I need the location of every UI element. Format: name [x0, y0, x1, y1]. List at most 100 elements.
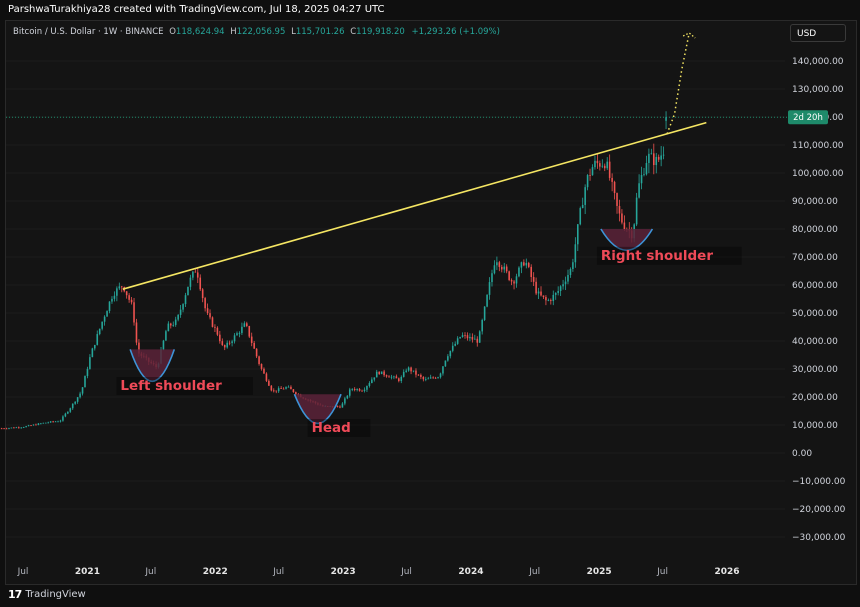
- candle-body: [246, 323, 248, 327]
- candle-body: [84, 376, 86, 388]
- projection-path: [666, 32, 690, 135]
- y-tick-label: −20,000.00: [792, 505, 846, 515]
- candle-body: [623, 222, 626, 230]
- candle-body: [621, 213, 623, 223]
- candle-body: [287, 386, 290, 388]
- candle-body: [74, 401, 76, 404]
- low-value: 115,701.26: [295, 27, 345, 37]
- candle-body: [35, 424, 37, 426]
- candle-body: [402, 371, 405, 377]
- candle-body: [89, 357, 91, 369]
- candle-body: [135, 322, 138, 343]
- y-tick-label: −30,000.00: [792, 533, 846, 543]
- symbol-name[interactable]: Bitcoin / U.S. Dollar · 1W · BINANCE: [13, 27, 164, 37]
- x-tick-label: Jul: [17, 567, 29, 577]
- candle-body: [559, 286, 562, 291]
- candle-body: [103, 316, 106, 322]
- candle-body: [461, 335, 464, 337]
- candle-body: [395, 376, 398, 379]
- candle-body: [510, 280, 513, 282]
- candle-body: [263, 368, 265, 374]
- annotation-label-bg: [116, 377, 253, 395]
- candle-body: [268, 380, 270, 386]
- candle-body: [37, 423, 40, 425]
- neckline-trendline: [122, 121, 707, 290]
- chart-panel[interactable]: [5, 20, 857, 585]
- candle-body: [226, 342, 228, 348]
- high-label: H: [230, 27, 237, 37]
- candle-body: [275, 390, 278, 392]
- candle-body: [221, 341, 224, 346]
- candle-body: [638, 183, 640, 198]
- candle-body: [407, 367, 410, 371]
- candle-body: [243, 323, 246, 327]
- tradingview-brand: TradingView: [25, 589, 86, 600]
- candle-body: [608, 161, 611, 178]
- candle-body: [434, 377, 437, 379]
- y-tick-label: 80,000.00: [792, 225, 838, 235]
- candle-body: [537, 291, 540, 294]
- candle-body: [353, 389, 356, 390]
- candle-body: [44, 422, 47, 424]
- candle-body: [64, 413, 67, 417]
- candle-body: [503, 266, 506, 270]
- x-tick-label: 2021: [75, 567, 100, 577]
- candle-body: [111, 298, 113, 302]
- candle-body: [474, 338, 476, 340]
- candle-body: [442, 366, 444, 374]
- tradingview-logo[interactable]: 17 TradingView: [8, 588, 86, 601]
- candle-body: [527, 262, 530, 267]
- candle-body: [444, 360, 447, 367]
- candle-body: [94, 344, 96, 349]
- candle-body: [596, 160, 599, 164]
- candle-body: [270, 385, 273, 391]
- x-tick-label: 2024: [458, 567, 483, 577]
- candle-body: [238, 332, 241, 334]
- candle-body: [643, 174, 645, 176]
- candle-body: [344, 398, 346, 404]
- candle-body: [113, 295, 116, 299]
- y-tick-label: 0.00: [792, 449, 812, 459]
- y-tick-label: 20,000.00: [792, 393, 838, 403]
- candle-body: [40, 423, 42, 425]
- currency-button[interactable]: USD: [790, 24, 846, 42]
- candle-body: [542, 295, 545, 298]
- candle-body: [491, 273, 493, 283]
- annotation-label-bg: [596, 246, 742, 265]
- annotation-label: Right shoulder: [601, 248, 713, 264]
- candle-body: [116, 288, 118, 296]
- candle-body: [184, 295, 187, 305]
- candle-body: [581, 204, 584, 209]
- candle-body: [179, 309, 182, 315]
- y-tick-label: 110,000.00: [792, 141, 844, 151]
- candle-body: [231, 341, 233, 344]
- y-tick-label: 50,000.00: [792, 309, 838, 319]
- candle-body: [412, 370, 415, 372]
- candle-body: [361, 390, 363, 392]
- candle-body: [373, 377, 376, 380]
- candle-body: [22, 427, 25, 428]
- candle-body: [69, 408, 72, 412]
- close-value: 119,918.20: [356, 27, 405, 37]
- candle-body: [520, 262, 523, 268]
- candle-body: [410, 367, 412, 372]
- candle-body: [380, 371, 383, 375]
- y-tick-label: −10,000.00: [792, 477, 846, 487]
- candle-body: [10, 427, 13, 429]
- candle-body: [640, 175, 643, 184]
- y-tick-label: 130,000.00: [792, 85, 844, 95]
- candle-body: [233, 335, 236, 342]
- x-tick-label: 2025: [587, 567, 612, 577]
- candle-body: [591, 167, 594, 176]
- candle-body: [390, 376, 393, 378]
- candle-body: [662, 154, 665, 156]
- candle-body: [128, 295, 130, 300]
- candle-body: [187, 286, 189, 296]
- y-tick-label: 140,000.00: [792, 57, 844, 67]
- candle-body: [378, 371, 381, 375]
- candle-body: [228, 342, 231, 344]
- candle-body: [599, 163, 601, 167]
- candle-body: [265, 373, 268, 381]
